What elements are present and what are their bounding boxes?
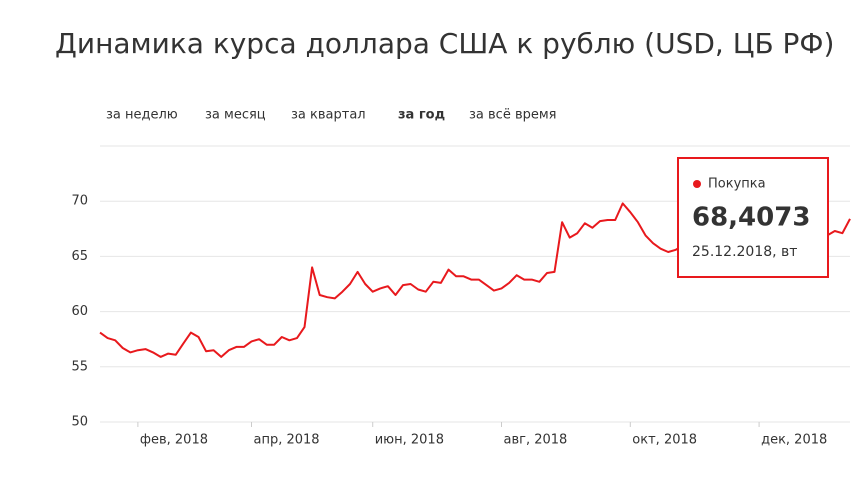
page-title: Динамика курса доллара США к рублю (USD,… (55, 27, 834, 60)
legend-dot (693, 180, 701, 188)
tooltip-series-name: Покупка (708, 177, 766, 192)
y-tick-label: 50 (71, 415, 88, 430)
x-tick-label: апр, 2018 (254, 433, 320, 448)
y-tick-label: 65 (71, 249, 88, 264)
period-tab[interactable]: за год (398, 108, 445, 123)
x-tick-label: окт, 2018 (632, 433, 697, 448)
y-tick-label: 70 (71, 194, 88, 209)
period-tab[interactable]: за всё время (469, 108, 557, 123)
x-tick-label: июн, 2018 (375, 433, 444, 448)
x-tick-label: дек, 2018 (761, 433, 827, 448)
x-tick-label: фев, 2018 (140, 433, 208, 448)
period-tab[interactable]: за месяц (205, 108, 266, 123)
period-tab[interactable]: за квартал (291, 108, 366, 123)
y-tick-label: 55 (71, 359, 88, 374)
x-tick-label: авг, 2018 (504, 433, 568, 448)
tooltip: Покупка 68,4073 25.12.2018, вт (677, 157, 829, 278)
tooltip-date: 25.12.2018, вт (692, 244, 797, 260)
period-tab[interactable]: за неделю (106, 108, 178, 123)
y-tick-label: 60 (71, 304, 88, 319)
tooltip-value: 68,4073 (692, 203, 810, 233)
tooltip-box (677, 157, 829, 278)
